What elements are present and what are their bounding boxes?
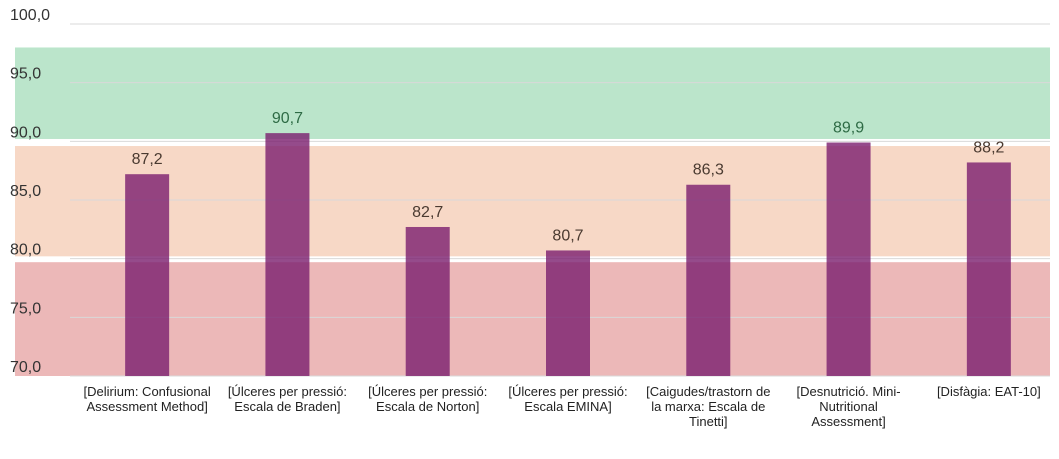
bar [265, 133, 310, 376]
band [15, 47, 1050, 139]
value-label: 87,2 [132, 151, 163, 168]
x-tick-label: [Úlceres per pressió: Escala EMINA] [508, 384, 628, 414]
x-tick-label: [Delirium: Confusional Assessment Method… [83, 384, 211, 414]
value-label: 86,3 [693, 162, 724, 179]
y-tick-label: 75,0 [10, 300, 41, 317]
bar [125, 174, 170, 376]
bar [405, 226, 450, 376]
x-tick-label: [Disfàgia: EAT-10] [936, 384, 1041, 399]
value-label: 82,7 [412, 204, 443, 221]
y-tick-label: 95,0 [10, 66, 41, 83]
value-label: 80,7 [552, 227, 583, 244]
y-tick-label: 80,0 [10, 242, 41, 259]
y-tick-label: 85,0 [10, 183, 41, 200]
y-tick-label: 70,0 [10, 359, 41, 376]
value-label: 90,7 [272, 110, 303, 127]
x-tick-label: [Úlceres per pressió: Escala de Braden] [227, 384, 348, 414]
bar [546, 250, 590, 376]
bar [686, 184, 731, 376]
y-tick-label: 90,0 [10, 124, 41, 141]
bar [826, 142, 871, 376]
band [15, 146, 1050, 257]
band [15, 262, 1050, 376]
bar [966, 162, 1011, 376]
value-label: 88,2 [973, 139, 1004, 156]
value-label: 89,9 [833, 120, 864, 137]
x-tick-label: [Úlceres per pressió: Escala de Norton] [368, 384, 488, 414]
y-tick-label: 100,0 [10, 7, 50, 24]
x-tick-label: [Desnutrició. Mini-Nutritional Assessmen… [796, 384, 901, 429]
x-tick-label: [Caigudes/trastorn de la marxa: Escala d… [646, 384, 771, 429]
